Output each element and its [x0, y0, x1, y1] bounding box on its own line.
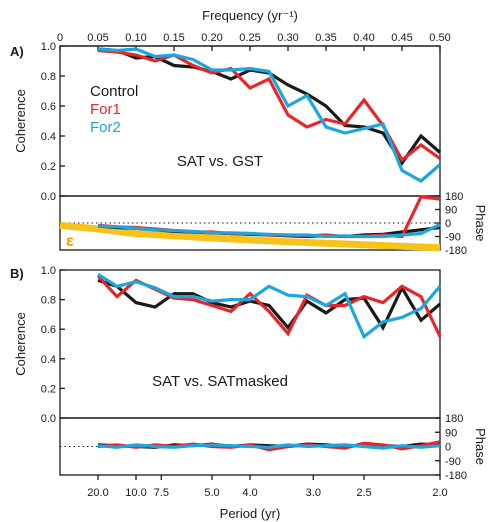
top-axis-tick-label: 0.40	[353, 32, 374, 44]
panel-annotation: SAT vs. GST	[177, 153, 263, 170]
panel-annotation: SAT vs. SATmasked	[152, 373, 288, 390]
panel-letter: B)	[10, 266, 24, 281]
bottom-axis-tick-label: 3.0	[306, 487, 321, 499]
top-axis-tick-label: 0.25	[239, 32, 260, 44]
coherence-tick-label: 0.4	[41, 131, 56, 143]
phase-axis-label: Phase	[473, 428, 488, 465]
coherence-tick-label: 0.0	[41, 191, 56, 203]
phase-tick-label: 180	[445, 191, 463, 203]
legend-entry-for1: For1	[90, 101, 121, 118]
coherence-series-control	[97, 47, 442, 166]
epsilon-band	[59, 221, 441, 252]
coherence-tick-label: 0.0	[41, 413, 56, 425]
coherence-axis-label: Coherence	[13, 89, 28, 153]
top-axis-tick-label: 0.10	[125, 32, 146, 44]
coherence-tick-label: 1.0	[41, 41, 56, 53]
top-axis-tick-label: 0.50	[429, 32, 450, 44]
coherence-tick-label: 0.6	[41, 324, 56, 336]
phase-tick-label: 0	[445, 218, 451, 230]
top-axis-tick-label: 0.05	[87, 32, 108, 44]
phase-series-for2	[97, 443, 441, 450]
coherence-tick-label: 0.6	[41, 101, 56, 113]
phase-tick-label: -180	[445, 245, 467, 257]
series-layer	[96, 47, 442, 452]
panel-letter: A)	[10, 44, 24, 59]
bottom-axis-title: Period (yr)	[220, 506, 281, 521]
phase-tick-label: 0	[445, 442, 451, 454]
phase-tick-label: -90	[445, 232, 461, 244]
bottom-axis-tick-label: 2.5	[356, 487, 371, 499]
bottom-axis-tick-label: 2.0	[432, 487, 447, 499]
top-axis-tick-label: 0.30	[277, 32, 298, 44]
coherence-axis-label: Coherence	[13, 312, 28, 376]
bottom-axis-tick-label: 7.5	[154, 487, 169, 499]
top-axis-title: Frequency (yr⁻¹)	[202, 8, 298, 23]
bottom-axis-tick-label: 5.0	[204, 487, 219, 499]
coherence-tick-label: 1.0	[41, 265, 56, 277]
epsilon-layer	[59, 221, 441, 252]
epsilon-label: ε	[66, 233, 74, 250]
legend-entry-for2: For2	[90, 119, 121, 136]
phase-tick-label: 90	[445, 427, 457, 439]
phase-tick-label: 180	[445, 413, 463, 425]
bottom-axis-tick-label: 20.0	[87, 487, 108, 499]
coherence-series-control	[97, 278, 442, 331]
coherence-tick-label: 0.8	[41, 295, 56, 307]
coherence-tick-label: 0.2	[41, 383, 56, 395]
top-axis-tick-label: 0	[57, 32, 63, 44]
phase-axis-label: Phase	[473, 205, 488, 242]
top-axis-tick-label: 0.45	[391, 32, 412, 44]
phase-tick-label: 90	[445, 205, 457, 217]
phase-series-for2	[97, 223, 441, 239]
phase-tick-label: -180	[445, 470, 467, 482]
coherence-tick-label: 0.8	[41, 71, 56, 83]
label-layer: 0 0.05 0.10 0.15 0.20 0.25 0.30 0.35 0.40 0.45 0.5…	[10, 8, 488, 521]
coherence-series-for2	[97, 47, 442, 183]
bottom-axis-tick-label: 4.0	[242, 487, 257, 499]
top-axis-tick-label: 0.35	[315, 32, 336, 44]
top-axis-tick-label: 0.20	[201, 32, 222, 44]
coherence-series-for2	[97, 273, 442, 340]
top-axis-tick-label: 0.15	[163, 32, 184, 44]
coherence-tick-label: 0.2	[41, 161, 56, 173]
legend-entry-control: Control	[90, 83, 138, 100]
coherence-tick-label: 0.4	[41, 354, 56, 366]
bottom-axis-tick-label: 10.0	[125, 487, 146, 499]
phase-tick-label: -90	[445, 456, 461, 468]
